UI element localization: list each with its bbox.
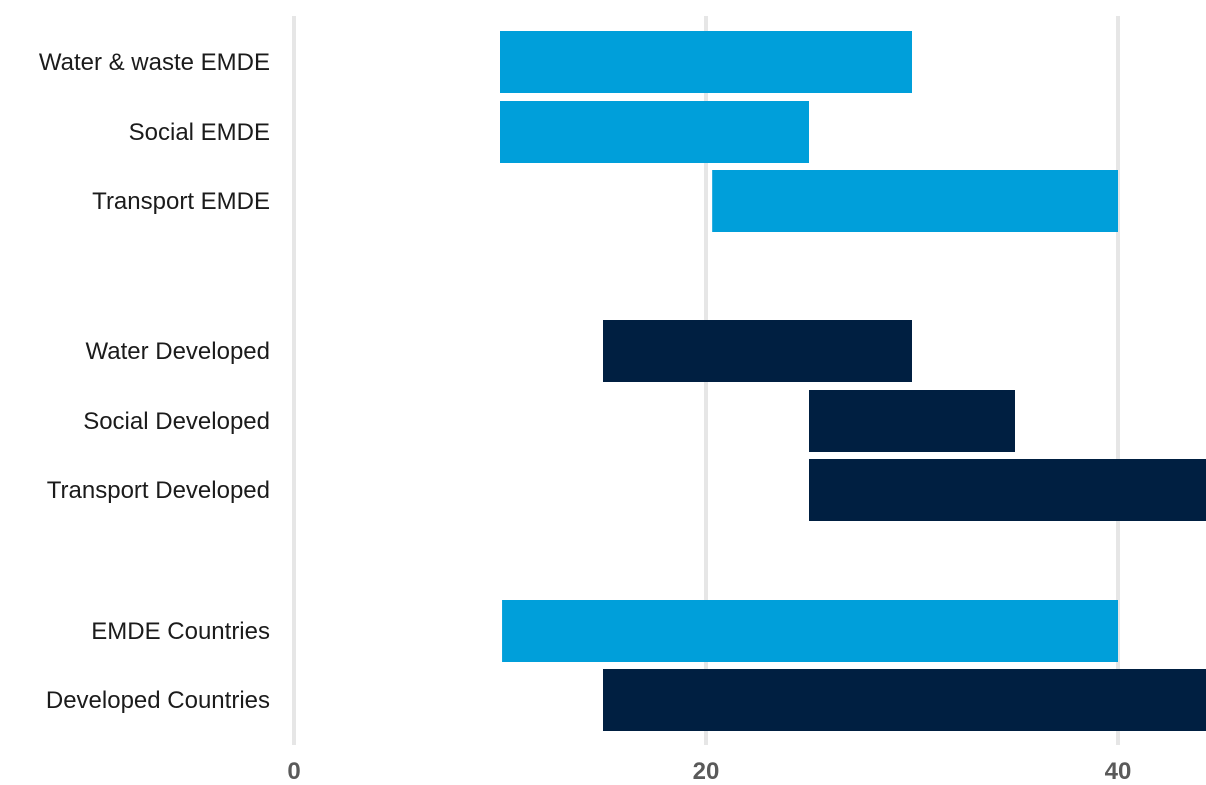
category-label: Transport Developed [47, 477, 270, 504]
bar-social-emde [500, 101, 809, 163]
category-label: Water & waste EMDE [39, 49, 270, 76]
bar-transport-developed [809, 459, 1206, 521]
category-label: EMDE Countries [91, 618, 270, 645]
bar-water-developed [603, 320, 912, 382]
bar-transport-emde [712, 170, 1118, 232]
category-label: Social Developed [83, 408, 270, 435]
bar-emde-countries [502, 600, 1118, 662]
category-label: Developed Countries [46, 687, 270, 714]
x-tick-label: 0 [287, 758, 300, 785]
x-tick-label: 40 [1105, 758, 1132, 785]
bar-water-waste-emde [500, 31, 912, 93]
category-label: Water Developed [85, 338, 270, 365]
category-label: Social EMDE [129, 119, 270, 146]
bar-developed-countries [603, 669, 1206, 731]
x-tick-label: 20 [693, 758, 720, 785]
category-label: Transport EMDE [92, 188, 270, 215]
x-axis-tick-labels: 0 20 40 [287, 758, 1131, 785]
category-labels: Water & waste EMDE Social EMDE Transport E… [39, 49, 270, 714]
bars [500, 31, 1206, 731]
bar-social-developed [809, 390, 1015, 452]
